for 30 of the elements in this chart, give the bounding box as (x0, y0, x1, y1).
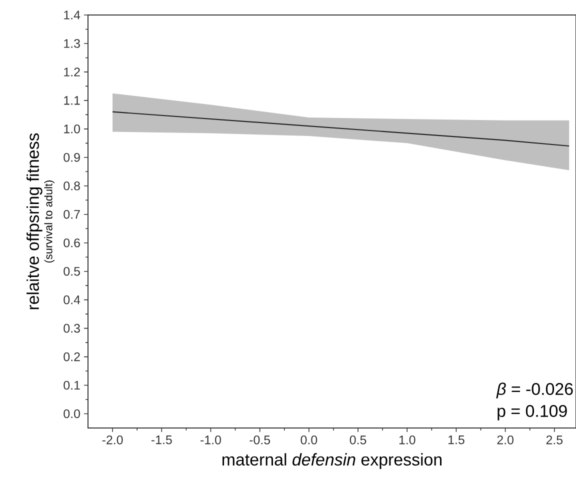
x-tick-label: 2.0 (497, 436, 514, 444)
y-tick-label: 0.7 (64, 210, 80, 219)
y-axis-title: relaitve offpsring fitness (26, 133, 42, 310)
x-tick-label: -1.0 (200, 436, 221, 444)
y-tick-label: 0.9 (64, 153, 80, 162)
y-tick-label: 1.1 (64, 96, 80, 105)
annotation: β = -0.026 (496, 382, 573, 398)
y-tick-label: 1.3 (64, 39, 80, 48)
x-axis-title: maternal defensin expression (222, 453, 442, 469)
x-tick-label: 0.0 (300, 436, 318, 444)
y-tick-label: 0.6 (64, 238, 80, 248)
y-tick-label: 0.5 (64, 266, 80, 276)
y-tick-label: 1.4 (64, 10, 80, 20)
y-tick-label: 0.4 (64, 295, 80, 304)
x-tick-label: 1.5 (448, 436, 464, 444)
x-tick-label: -1.5 (151, 436, 172, 444)
x-tick-label: -0.5 (250, 436, 270, 444)
x-tick-label: 0.5 (350, 436, 366, 444)
y-tick-label: 0.3 (64, 324, 80, 333)
x-tick-label: -2.0 (102, 436, 123, 444)
x-tick-label: 1.0 (399, 436, 416, 444)
y-tick-label: 1.2 (64, 68, 80, 76)
y-tick-label: 0.2 (64, 352, 80, 362)
y-tick-label: 0.0 (64, 409, 80, 418)
text: (survival to adult) (44, 180, 54, 263)
x-tick-label: 2.5 (546, 436, 563, 444)
annotation: p = 0.109 (498, 405, 567, 420)
y-tick-label: 0.1 (64, 380, 80, 390)
y-tick-label: 0.8 (64, 181, 80, 190)
y-tick-label: 1.0 (64, 124, 80, 134)
